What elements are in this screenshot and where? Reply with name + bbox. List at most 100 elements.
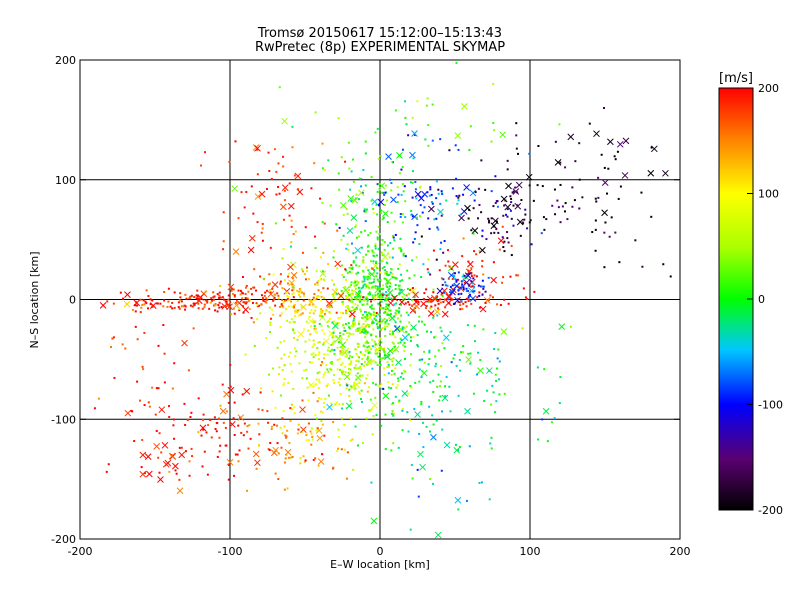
data-point-dot (374, 383, 377, 386)
data-point-dot (277, 477, 280, 480)
data-point-dot (300, 306, 303, 309)
data-point-dot (467, 260, 470, 263)
data-point-dot (348, 326, 351, 329)
data-point-dot (380, 243, 383, 246)
data-point-dot (427, 258, 430, 261)
data-point-dot (213, 295, 216, 298)
data-point-dot (327, 263, 330, 266)
data-point-x (378, 182, 386, 190)
data-point-dot (216, 293, 219, 296)
data-point-dot (378, 347, 381, 350)
data-point-dot (119, 291, 122, 294)
data-point-dot (259, 312, 262, 315)
data-point-dot (317, 387, 320, 390)
data-point-dot (420, 400, 423, 403)
data-point-dot (429, 273, 432, 276)
data-point-dot (317, 280, 320, 283)
data-point-dot (431, 482, 434, 485)
data-point-dot (315, 331, 318, 334)
data-point-dot (506, 208, 509, 211)
data-point-dot (337, 436, 340, 439)
data-point-dot (287, 355, 290, 358)
data-point-dot (491, 384, 494, 387)
data-point-dot (409, 384, 412, 387)
data-point-dot (440, 277, 443, 280)
data-point-dot (502, 246, 505, 249)
data-point-dot (559, 376, 562, 379)
data-point-dot (376, 236, 379, 239)
data-point-dot (290, 225, 293, 228)
data-point-dot (344, 286, 347, 289)
data-point-dot (310, 299, 313, 302)
data-point-dot (288, 214, 291, 217)
data-point-dot (312, 296, 315, 299)
data-point-dot (510, 254, 513, 257)
data-point-dot (301, 251, 304, 254)
data-point-dot (382, 319, 385, 322)
data-point-dot (378, 358, 381, 361)
data-point-dot (394, 284, 397, 287)
data-point-dot (163, 352, 166, 355)
data-point-dot (359, 351, 362, 354)
data-point-dot (438, 399, 441, 402)
data-point-dot (260, 294, 263, 297)
data-point-dot (369, 332, 372, 335)
data-point-dot (214, 309, 217, 312)
data-point-dot (344, 160, 347, 163)
data-point-dot (650, 146, 653, 149)
data-point-dot (479, 359, 482, 362)
data-point-dot (460, 300, 463, 303)
data-point-dot (227, 294, 230, 297)
data-point-dot (151, 305, 154, 308)
data-point-dot (383, 350, 386, 353)
data-point-x (437, 208, 444, 216)
data-point-x (319, 314, 326, 321)
data-point-dot (366, 303, 369, 306)
data-point-x (454, 496, 462, 504)
data-point-dot (332, 374, 335, 377)
data-point-dot (352, 319, 355, 322)
data-point-dot (403, 342, 406, 345)
data-point-dot (374, 349, 377, 352)
data-point-dot (242, 311, 245, 314)
data-point-dot (427, 123, 430, 126)
data-point-dot (375, 297, 378, 300)
data-point-dot (333, 349, 336, 352)
data-point-dot (360, 246, 363, 249)
data-point-dot (415, 197, 418, 200)
data-point-dot (354, 224, 357, 227)
data-point-dot (143, 331, 146, 334)
data-point-dot (257, 422, 260, 425)
data-point-x (469, 189, 477, 197)
data-point-dot (469, 352, 472, 355)
data-point-dot (506, 159, 509, 162)
data-point-x (284, 448, 292, 456)
data-point-dot (293, 303, 296, 306)
data-point-dot (382, 287, 385, 290)
data-point-dot (545, 218, 548, 221)
data-point-dot (370, 286, 373, 289)
colorbar-tick-label: -200 (758, 504, 783, 517)
data-point-dot (380, 300, 383, 303)
data-point-dot (251, 301, 254, 304)
data-point-x (227, 283, 235, 291)
data-point-dot (369, 293, 372, 296)
data-point-dot (315, 297, 318, 300)
data-point-dot (524, 208, 527, 211)
data-point-dot (328, 305, 331, 308)
data-point-dot (364, 329, 367, 332)
data-point-dot (346, 338, 349, 341)
data-point-dot (294, 315, 297, 318)
data-point-dot (420, 403, 423, 406)
colorbar-tick-label: 200 (758, 82, 779, 95)
data-point-dot (260, 386, 263, 389)
data-point-dot (292, 233, 295, 236)
data-point-dot (206, 301, 209, 304)
data-point-dot (475, 275, 478, 278)
data-point-dot (316, 347, 319, 350)
data-point-dot (222, 304, 225, 307)
data-point-dot (375, 311, 378, 314)
data-point-dot (332, 379, 335, 382)
data-point-dot (394, 367, 397, 370)
data-point-dot (325, 385, 328, 388)
